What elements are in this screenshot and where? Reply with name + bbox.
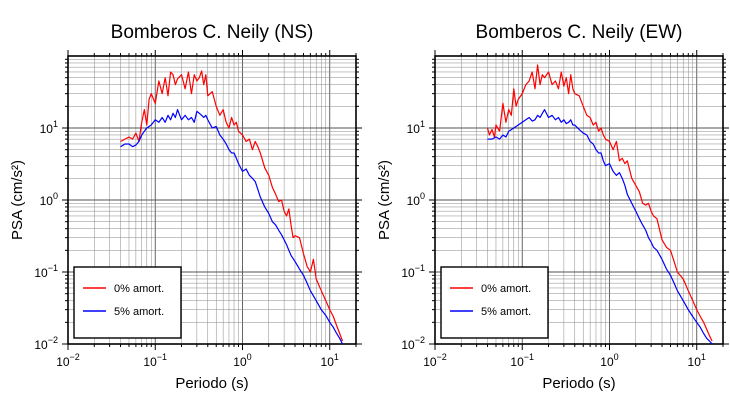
series-line-damped [487,109,713,345]
legend: 0% amort. 5% amort. [440,266,549,339]
chart-panel-1: 10−2 10−1 100 101 10−2 10−1 100 101 Bomberos C. … [9,22,362,392]
grid [434,55,724,345]
legend-box [440,266,549,339]
grid [67,55,357,345]
y-tick-label: 100 [40,191,58,208]
y-axis-label: PSA (cm/s²) [376,160,393,240]
x-tick-label: 10−2 [56,352,80,369]
legend-label: 5% amort. [114,306,164,318]
x-tick-label: 10−2 [423,352,447,369]
series-line-undamped [120,70,344,342]
x-tick-label: 100 [233,352,251,369]
x-tick-label: 10−1 [510,352,534,369]
y-tick-label: 101 [40,119,58,136]
chart-panel-2: 10−2 10−1 100 101 10−2 10−1 100 101 Bomberos C. … [376,22,729,392]
legend-label: 5% amort. [481,306,531,318]
x-axis-label: Periodo (s) [175,375,248,392]
legend-label: 0% amort. [481,283,531,295]
x-tick-label: 101 [321,352,339,369]
chart-title: Bomberos C. Neily (NS) [111,22,314,43]
series-line-damped [120,109,344,345]
y-tick-label: 100 [407,191,425,208]
y-tick-label: 101 [407,119,425,136]
x-tick-label: 100 [600,352,618,369]
axis-ticks [62,50,362,350]
y-tick-label: 10−1 [401,263,425,280]
y-axis-label: PSA (cm/s²) [9,160,26,240]
x-tick-label: 101 [688,352,706,369]
axis-ticks [429,50,729,350]
y-tick-label: 10−2 [34,335,58,352]
y-tick-label: 10−1 [34,263,58,280]
y-tick-label: 10−2 [401,335,425,352]
x-axis-label: Periodo (s) [542,375,615,392]
x-tick-label: 10−1 [143,352,167,369]
legend: 0% amort. 5% amort. [73,266,182,339]
legend-box [73,266,182,339]
chart-title: Bomberos C. Neily (EW) [476,22,683,43]
series-line-undamped [486,64,713,342]
legend-label: 0% amort. [114,283,164,295]
